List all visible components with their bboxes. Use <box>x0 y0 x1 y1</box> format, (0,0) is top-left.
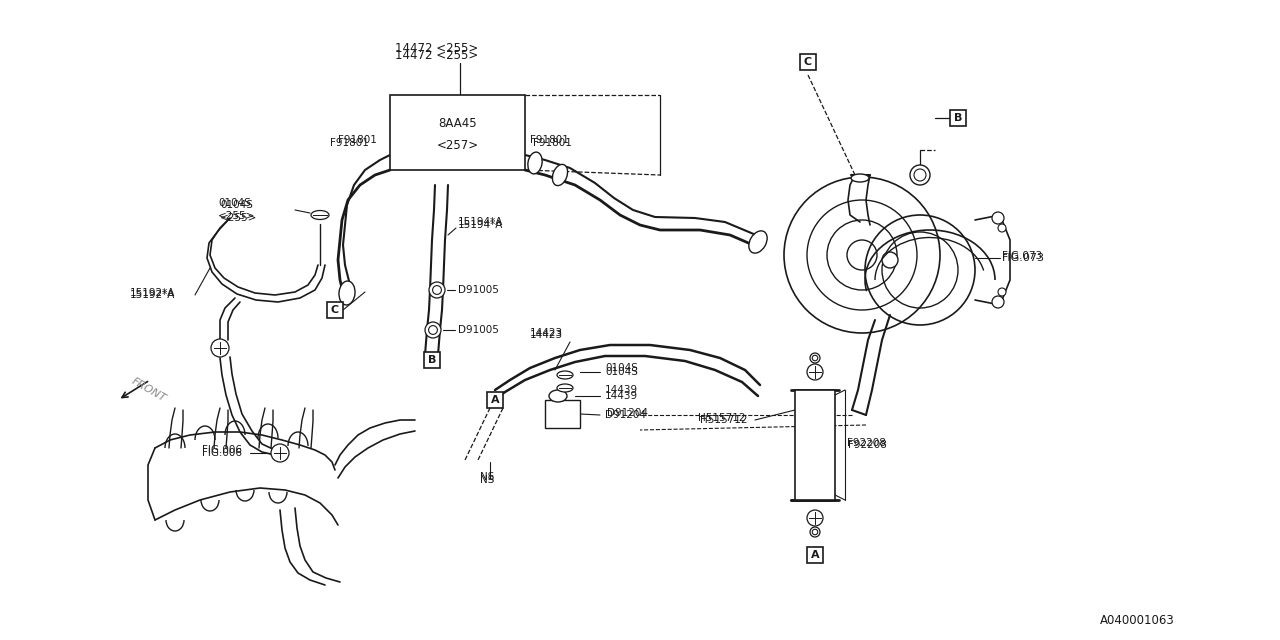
Circle shape <box>271 444 289 462</box>
Circle shape <box>211 339 229 357</box>
Ellipse shape <box>851 174 869 182</box>
Circle shape <box>810 527 820 537</box>
Circle shape <box>992 296 1004 308</box>
Text: 0104S: 0104S <box>605 363 637 373</box>
Circle shape <box>810 353 820 363</box>
Circle shape <box>429 326 438 334</box>
Text: FRONT: FRONT <box>131 376 168 404</box>
Text: F91801: F91801 <box>530 135 568 145</box>
Text: D91005: D91005 <box>458 325 499 335</box>
Text: D91005: D91005 <box>458 285 499 295</box>
Text: 14439: 14439 <box>605 391 639 401</box>
Text: F92208: F92208 <box>847 438 886 448</box>
Text: 14472 <255>: 14472 <255> <box>396 42 479 54</box>
Text: F91801: F91801 <box>330 138 369 148</box>
Text: 15192*A: 15192*A <box>131 290 175 300</box>
Text: <255>: <255> <box>218 211 256 221</box>
Text: D91204: D91204 <box>605 410 646 420</box>
Text: A040001063: A040001063 <box>1100 614 1175 627</box>
Circle shape <box>910 165 931 185</box>
Bar <box>326 302 343 318</box>
Bar <box>950 110 966 126</box>
Text: A: A <box>490 395 499 405</box>
Text: C: C <box>804 57 812 67</box>
Circle shape <box>813 355 818 361</box>
Bar <box>800 54 817 70</box>
Text: 15194*A: 15194*A <box>458 217 503 227</box>
Text: F92208: F92208 <box>849 440 887 450</box>
Circle shape <box>806 364 823 380</box>
Text: F91801: F91801 <box>532 138 572 148</box>
Bar <box>424 352 440 368</box>
Circle shape <box>992 212 1004 224</box>
Bar <box>806 547 823 563</box>
Text: F91801: F91801 <box>338 135 376 145</box>
Circle shape <box>998 224 1006 232</box>
Ellipse shape <box>527 152 543 174</box>
Circle shape <box>882 252 899 268</box>
Text: FIG.006: FIG.006 <box>202 445 242 455</box>
Text: 0104S: 0104S <box>218 198 251 208</box>
Bar <box>390 95 525 170</box>
Text: H515712: H515712 <box>698 413 745 423</box>
Ellipse shape <box>339 281 355 305</box>
Text: 0104S: 0104S <box>605 367 637 377</box>
Text: 14423: 14423 <box>530 328 563 338</box>
Ellipse shape <box>549 390 567 402</box>
Ellipse shape <box>553 164 567 186</box>
Text: 15194*A: 15194*A <box>458 220 503 230</box>
Ellipse shape <box>557 384 573 392</box>
Circle shape <box>998 288 1006 296</box>
Ellipse shape <box>749 231 767 253</box>
Text: FIG.006: FIG.006 <box>202 448 242 458</box>
Circle shape <box>806 510 823 526</box>
Circle shape <box>433 285 442 294</box>
Bar <box>545 400 580 428</box>
Text: NS: NS <box>480 475 494 485</box>
Ellipse shape <box>557 371 573 379</box>
Text: A: A <box>810 550 819 560</box>
Text: H515712: H515712 <box>700 415 748 425</box>
Circle shape <box>813 529 818 535</box>
Text: 14423: 14423 <box>530 330 563 340</box>
Circle shape <box>847 240 877 270</box>
Circle shape <box>914 169 925 181</box>
Text: C: C <box>332 305 339 315</box>
Text: B: B <box>428 355 436 365</box>
Text: 8AA45: 8AA45 <box>438 116 477 129</box>
Text: 14472 <255>: 14472 <255> <box>396 49 479 61</box>
Ellipse shape <box>311 211 329 220</box>
Circle shape <box>429 282 445 298</box>
Circle shape <box>425 322 442 338</box>
Text: <257>: <257> <box>436 138 479 152</box>
Text: 14439: 14439 <box>605 385 639 395</box>
Text: FIG.073: FIG.073 <box>1002 253 1044 263</box>
Text: 15192*A: 15192*A <box>131 288 175 298</box>
Text: <255>: <255> <box>220 213 257 223</box>
Text: B: B <box>954 113 963 123</box>
Text: NS: NS <box>480 472 494 482</box>
Text: 0104S: 0104S <box>220 200 253 210</box>
Bar <box>486 392 503 408</box>
Text: D91204: D91204 <box>607 408 648 418</box>
Text: FIG.073: FIG.073 <box>1002 251 1042 261</box>
Bar <box>795 390 835 500</box>
